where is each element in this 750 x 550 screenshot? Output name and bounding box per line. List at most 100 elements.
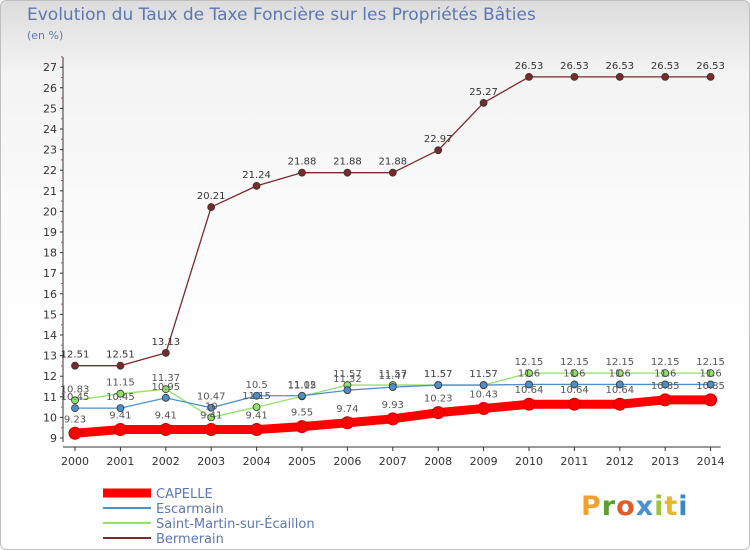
data-point bbox=[570, 369, 579, 378]
data-point bbox=[661, 380, 670, 389]
data-label: 25.27 bbox=[469, 87, 498, 98]
y-tick-label: 20 bbox=[43, 205, 57, 218]
data-label: 10.45 bbox=[106, 392, 135, 403]
logo-letter: o bbox=[616, 491, 636, 522]
y-tick-label: 22 bbox=[43, 164, 57, 177]
data-point bbox=[613, 397, 627, 411]
data-point bbox=[161, 393, 170, 402]
legend-label: Bermerain bbox=[156, 532, 224, 547]
x-tick-label: 2003 bbox=[197, 455, 225, 468]
y-tick-label: 21 bbox=[43, 185, 57, 198]
data-label: 11.57 bbox=[333, 369, 362, 380]
chart-subtitle: (en %) bbox=[27, 29, 64, 42]
y-tick-label: 18 bbox=[43, 247, 57, 260]
data-point bbox=[570, 72, 579, 81]
series-line bbox=[75, 76, 711, 367]
data-label: 10.64 bbox=[560, 385, 589, 396]
logo-letter: t bbox=[664, 491, 679, 522]
data-label: 26.53 bbox=[696, 61, 725, 72]
logo-letter: i bbox=[654, 491, 665, 522]
data-label: 21.88 bbox=[333, 157, 362, 168]
data-label: 11.32 bbox=[333, 374, 362, 385]
data-label: 9.55 bbox=[291, 408, 313, 419]
data-label: 26.53 bbox=[560, 61, 589, 72]
data-point bbox=[161, 349, 170, 357]
data-label: 11.15 bbox=[242, 391, 271, 402]
data-point bbox=[477, 402, 491, 416]
data-point bbox=[525, 369, 533, 378]
data-point bbox=[615, 380, 624, 389]
data-label: 9.41 bbox=[155, 411, 177, 422]
data-point bbox=[116, 361, 125, 370]
data-point bbox=[479, 381, 488, 389]
logo-letter: i bbox=[678, 491, 689, 522]
data-label: 21.88 bbox=[288, 157, 317, 168]
data-label: 11.15 bbox=[288, 380, 317, 391]
data-point bbox=[113, 423, 127, 437]
y-tick-label: 15 bbox=[43, 308, 57, 321]
data-point bbox=[159, 423, 173, 437]
y-tick-label: 16 bbox=[43, 288, 57, 301]
logo-letter: r bbox=[601, 491, 617, 522]
y-tick-label: 13 bbox=[43, 350, 57, 363]
x-tick-label: 2002 bbox=[152, 455, 180, 468]
data-label: 10.47 bbox=[197, 392, 226, 403]
data-point bbox=[250, 423, 264, 437]
data-label: 11.02 bbox=[288, 380, 317, 391]
logo-letter: x bbox=[635, 491, 655, 522]
data-point bbox=[525, 380, 533, 389]
data-label: 10.85 bbox=[696, 381, 725, 392]
x-tick-label: 2007 bbox=[379, 455, 407, 468]
data-label: 9.93 bbox=[382, 400, 404, 411]
data-point bbox=[204, 423, 218, 437]
data-point bbox=[343, 168, 352, 177]
data-label: 20.21 bbox=[197, 191, 226, 202]
data-label: 9.74 bbox=[336, 404, 358, 415]
data-label: 11.57 bbox=[469, 369, 498, 380]
data-label: 10.85 bbox=[651, 381, 680, 392]
data-point bbox=[388, 383, 397, 392]
data-label: 11.6 bbox=[518, 368, 540, 379]
data-point bbox=[570, 380, 579, 389]
data-label: 9.41 bbox=[109, 411, 131, 422]
y-tick-label: 11 bbox=[43, 391, 57, 404]
x-tick-label: 2013 bbox=[651, 455, 679, 468]
data-point bbox=[386, 412, 400, 426]
x-tick-label: 2001 bbox=[106, 455, 134, 468]
y-tick-label: 12 bbox=[43, 370, 57, 383]
data-label: 10.45 bbox=[61, 392, 90, 403]
x-tick-label: 2005 bbox=[288, 455, 316, 468]
y-tick-label: 10 bbox=[43, 411, 57, 424]
data-point bbox=[661, 72, 670, 81]
data-point bbox=[388, 168, 397, 177]
data-point bbox=[706, 380, 715, 389]
data-label: 13.13 bbox=[151, 337, 180, 348]
data-point bbox=[252, 181, 261, 190]
data-label: 11.37 bbox=[151, 373, 180, 384]
data-label: 11.6 bbox=[609, 368, 631, 379]
data-label: 12.51 bbox=[106, 350, 135, 361]
data-label: 11.57 bbox=[424, 369, 453, 380]
x-tick-label: 2012 bbox=[606, 455, 634, 468]
data-point bbox=[207, 403, 216, 412]
y-tick-label: 19 bbox=[43, 226, 57, 239]
data-label: 11.57 bbox=[378, 369, 407, 380]
data-label: 9.41 bbox=[200, 411, 222, 422]
data-point bbox=[479, 98, 488, 107]
data-label: 12.15 bbox=[515, 357, 544, 368]
data-point bbox=[340, 416, 354, 430]
data-label: 21.88 bbox=[378, 157, 407, 168]
x-tick-label: 2010 bbox=[515, 455, 543, 468]
legend-label: Saint-Martin-sur-Écaillon bbox=[156, 516, 315, 532]
data-point bbox=[295, 420, 309, 434]
data-label: 11.57 bbox=[424, 369, 453, 380]
data-point bbox=[434, 146, 443, 155]
data-point bbox=[704, 393, 718, 407]
series-escarmain bbox=[71, 380, 715, 413]
x-tick-label: 2006 bbox=[333, 455, 361, 468]
y-tick-label: 27 bbox=[43, 61, 57, 74]
data-label: 11.6 bbox=[699, 368, 721, 379]
data-label: 10.83 bbox=[61, 384, 90, 395]
x-tick-label: 2008 bbox=[424, 455, 452, 468]
